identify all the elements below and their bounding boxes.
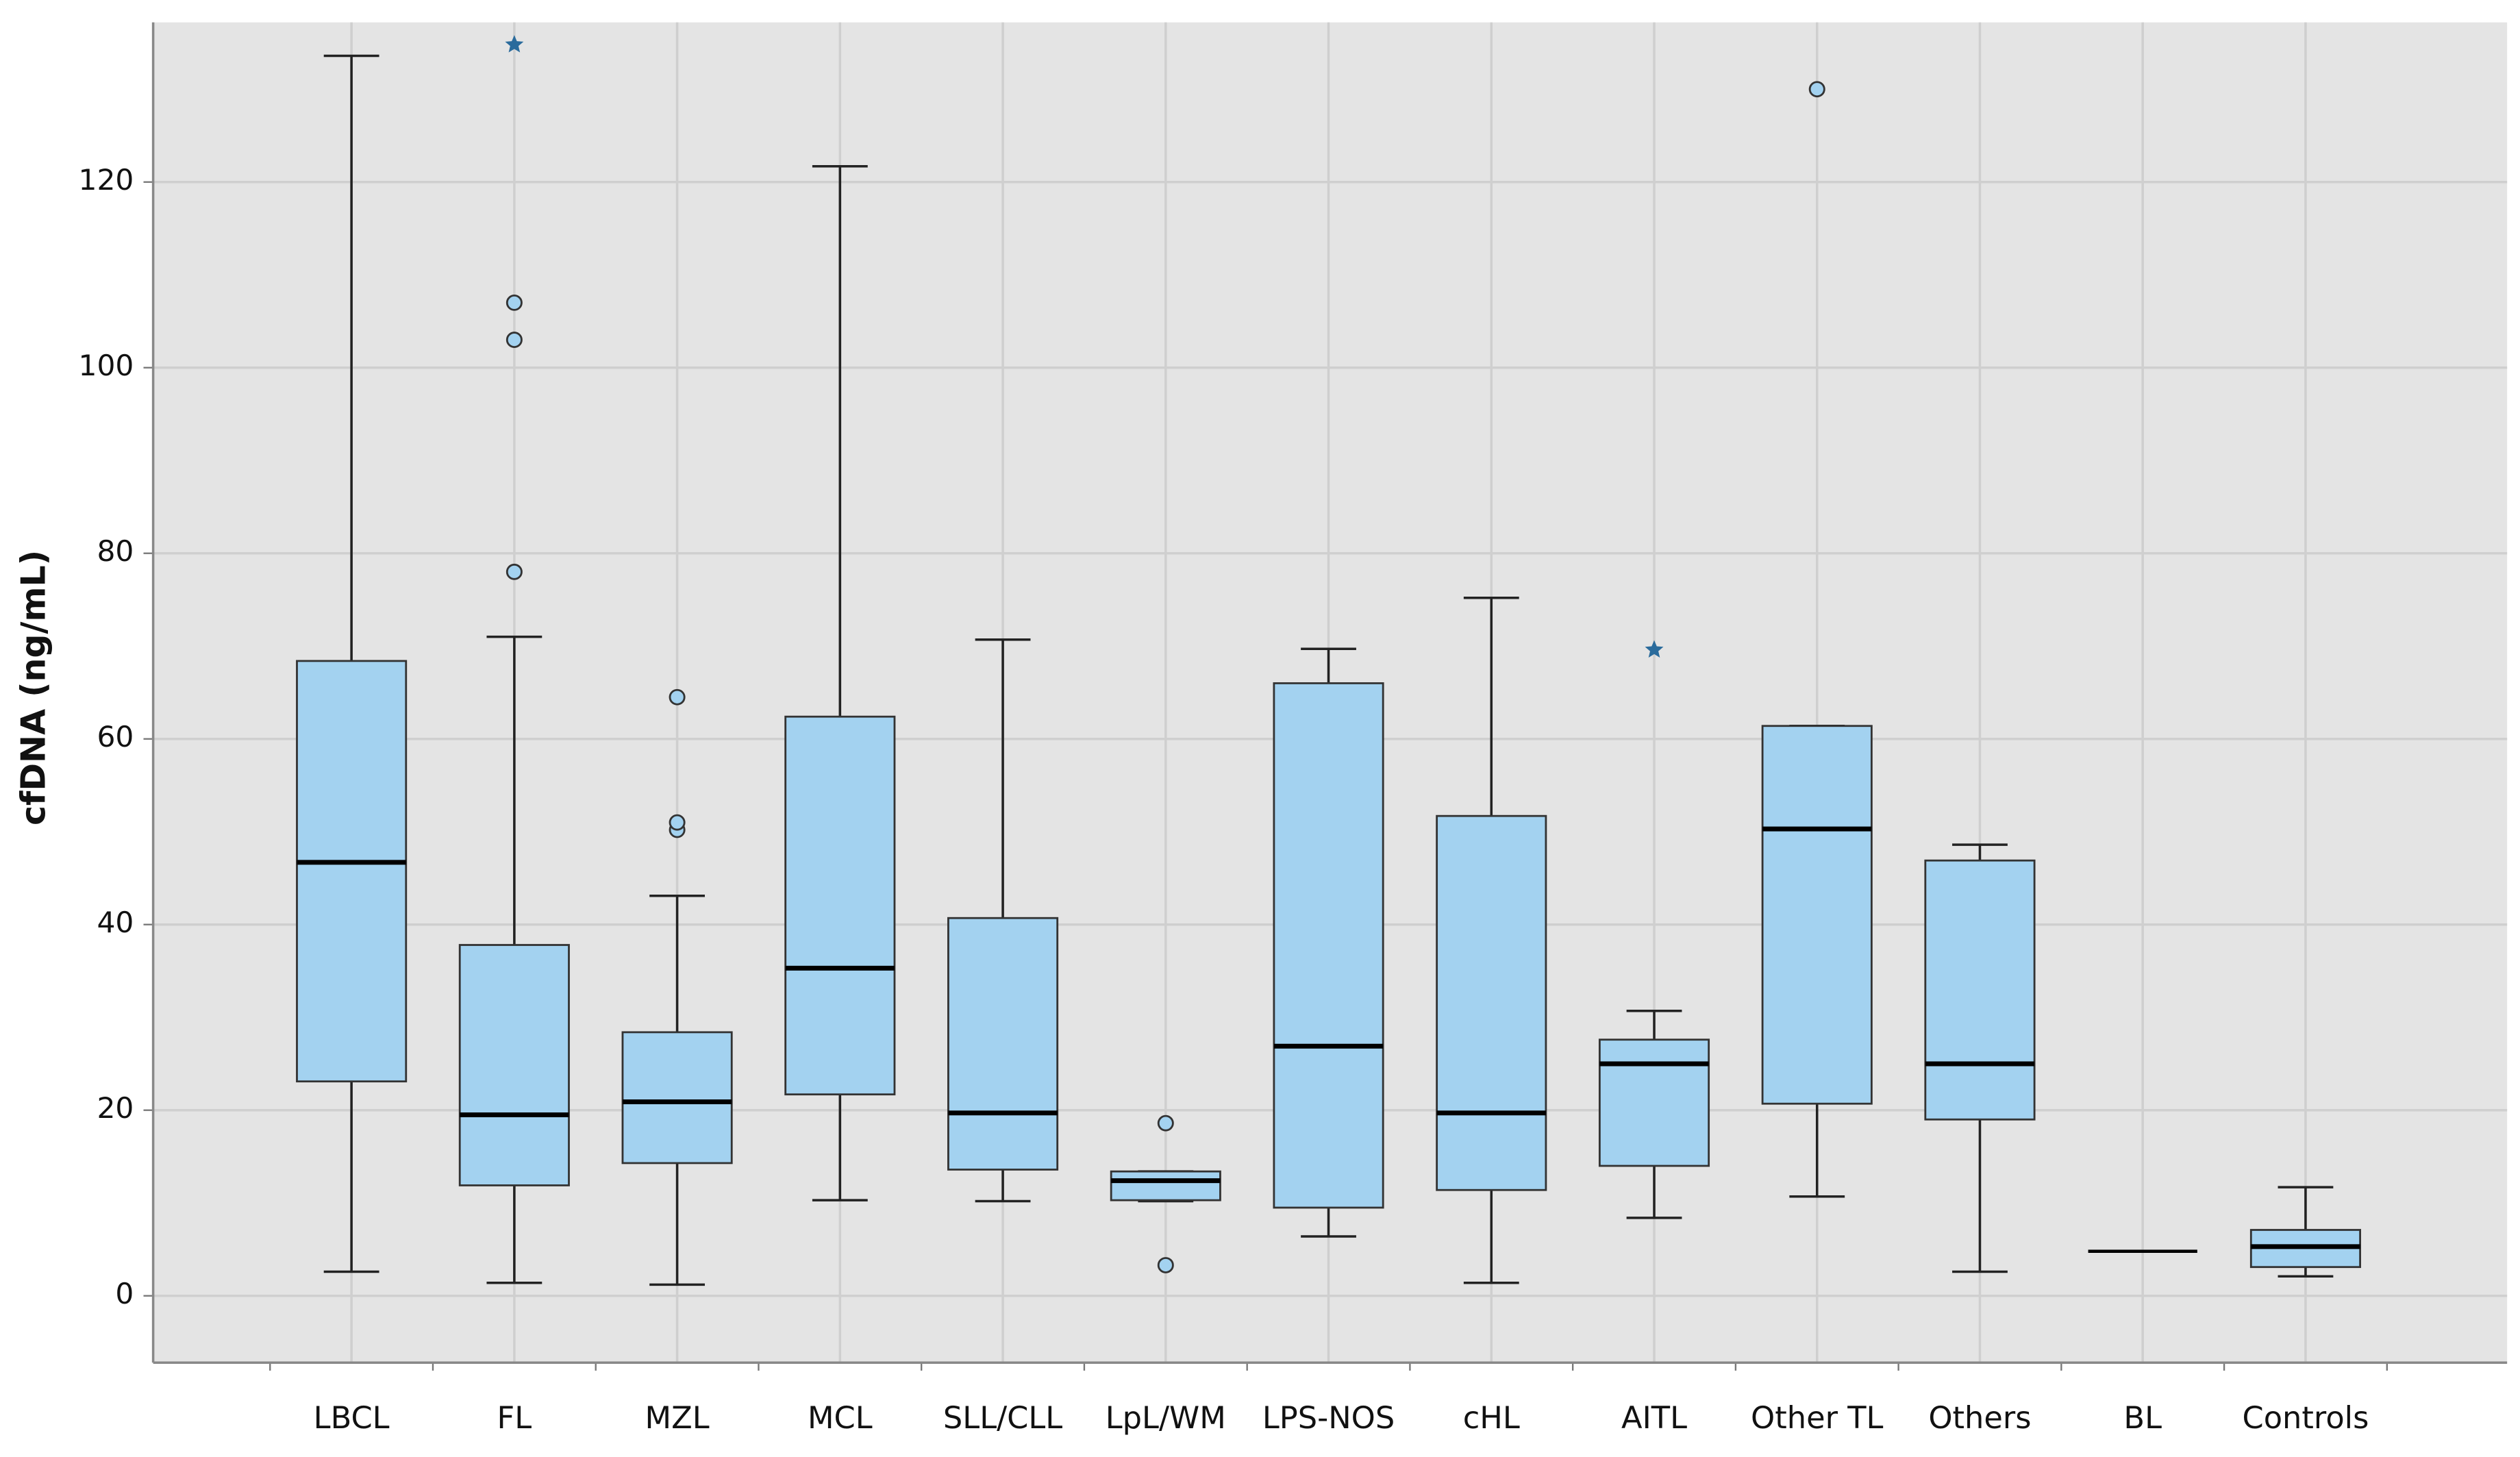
x-tick-label: BL — [2123, 1400, 2162, 1436]
x-tick-label: LpL/WM — [1106, 1400, 1226, 1436]
outlier — [669, 814, 686, 831]
extreme — [505, 35, 524, 53]
x-tick-label: FL — [497, 1400, 532, 1436]
x-tick-label: cHL — [1463, 1400, 1520, 1436]
box — [784, 715, 896, 1096]
y-tick-label: 120 — [79, 163, 134, 197]
outlier — [1157, 1257, 1174, 1273]
outlier — [669, 688, 686, 706]
extreme — [1645, 640, 1664, 658]
box — [1110, 1170, 1221, 1201]
y-tick-label: 40 — [97, 906, 134, 939]
box — [1273, 682, 1384, 1209]
y-tick-label: 20 — [97, 1091, 134, 1125]
box — [947, 917, 1059, 1171]
box — [1436, 814, 1547, 1191]
y-tick-label: 80 — [97, 534, 134, 568]
box — [296, 660, 408, 1083]
outlier — [506, 332, 523, 348]
y-tick-label: 100 — [79, 349, 134, 382]
x-tick-label: AITL — [1621, 1400, 1687, 1436]
x-tick-label: Others — [1928, 1400, 2031, 1436]
x-tick-label: LBCL — [314, 1400, 390, 1436]
y-tick-label: 0 — [115, 1277, 134, 1310]
x-tick-label: Other TL — [1751, 1400, 1884, 1436]
x-tick-label: MCL — [808, 1400, 873, 1436]
box — [1598, 1038, 1710, 1167]
outlier — [506, 294, 523, 311]
outlier — [1808, 81, 1825, 98]
box — [1924, 859, 2036, 1121]
y-tick-label: 60 — [97, 720, 134, 754]
x-tick-label: Controls — [2242, 1400, 2369, 1436]
outlier — [1157, 1114, 1174, 1132]
box — [1761, 725, 1873, 1105]
outlier — [506, 563, 523, 580]
x-tick-label: SLL/CLL — [943, 1400, 1062, 1436]
x-tick-label: LPS-NOS — [1262, 1400, 1395, 1436]
y-axis-label: cfDNA (ng/mL) — [13, 550, 53, 825]
box — [458, 944, 570, 1186]
box — [621, 1031, 733, 1165]
x-tick-label: MZL — [645, 1400, 710, 1436]
